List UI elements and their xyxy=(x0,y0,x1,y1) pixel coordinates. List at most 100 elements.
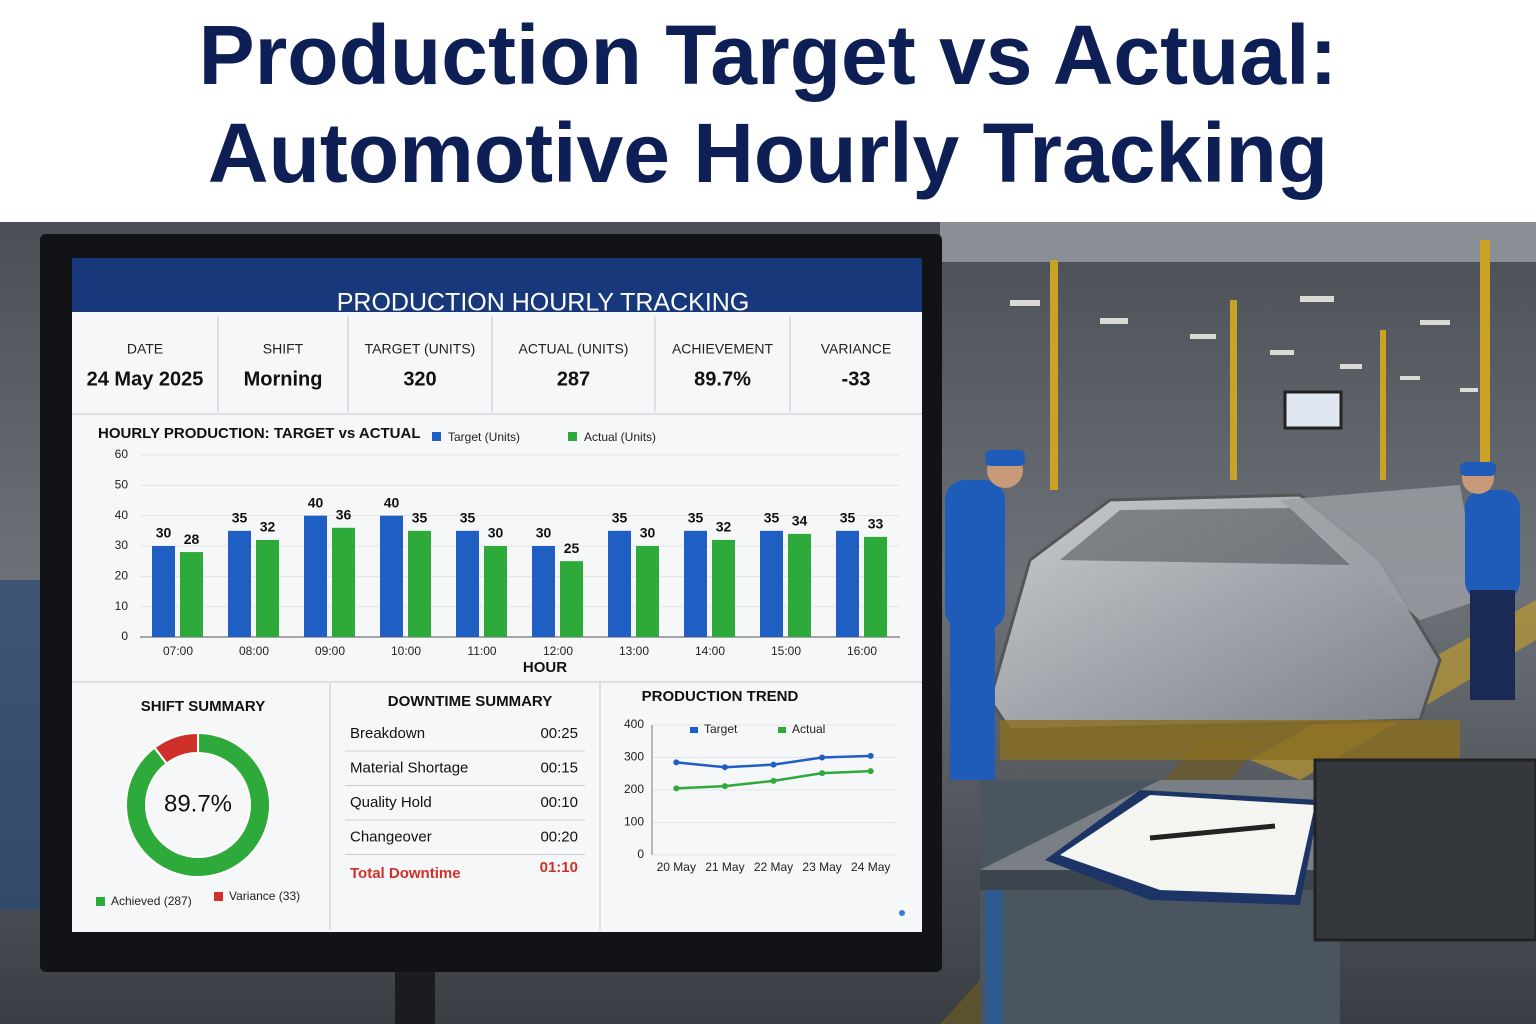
x-tick-label: 07:00 xyxy=(163,644,193,658)
x-tick-label: 10:00 xyxy=(391,644,421,658)
x-axis-label: HOUR xyxy=(523,659,567,676)
legend-swatch xyxy=(214,892,223,901)
legend-label: Variance (33) xyxy=(229,889,300,903)
legend-swatch xyxy=(690,727,698,733)
downtime-total-label: Total Downtime xyxy=(350,865,461,882)
trend-point xyxy=(770,761,777,768)
bar xyxy=(560,561,583,637)
trend-point xyxy=(673,785,680,792)
value-label: 35 xyxy=(412,510,428,526)
value-label: 35 xyxy=(688,510,704,526)
x-tick-label: 23 May xyxy=(802,860,841,874)
bar xyxy=(760,530,783,637)
downtime-reason: Breakdown xyxy=(350,725,425,742)
x-tick-label: 12:00 xyxy=(543,644,573,658)
donut-segment xyxy=(125,731,271,878)
legend-label: Actual (Units) xyxy=(584,430,656,444)
value-label: 35 xyxy=(460,510,476,526)
value-label: 30 xyxy=(536,525,552,541)
value-label: 35 xyxy=(612,510,628,526)
downtime-duration: 00:25 xyxy=(540,725,578,742)
bar xyxy=(152,546,175,637)
value-label: 34 xyxy=(792,513,808,529)
x-tick-label: 13:00 xyxy=(619,644,649,658)
trend-point xyxy=(673,759,680,766)
value-label: 40 xyxy=(308,494,324,510)
kpi-value: 320 xyxy=(403,368,436,390)
y-tick-label: 300 xyxy=(624,750,644,764)
chart-title: PRODUCTION TREND xyxy=(642,688,799,705)
y-tick-label: 10 xyxy=(115,599,129,613)
bar xyxy=(836,530,859,637)
value-label: 30 xyxy=(488,525,504,541)
value-label: 35 xyxy=(232,510,248,526)
bar xyxy=(484,546,507,637)
page-title: Production Target vs Actual: xyxy=(199,8,1338,102)
bar xyxy=(228,530,251,637)
x-tick-label: 22 May xyxy=(754,860,793,874)
bar xyxy=(180,552,203,637)
kpi-label: TARGET (UNITS) xyxy=(365,341,476,357)
panel-dividers xyxy=(72,413,922,930)
downtime-duration: 00:10 xyxy=(540,794,578,811)
bar xyxy=(636,546,659,637)
downtime-title: DOWNTIME SUMMARY xyxy=(388,693,552,710)
x-tick-label: 15:00 xyxy=(771,644,801,658)
bar xyxy=(684,530,707,637)
value-label: 36 xyxy=(336,507,352,523)
legend-swatch xyxy=(568,432,577,441)
value-label: 30 xyxy=(640,525,656,541)
bar xyxy=(304,515,327,637)
y-tick-label: 60 xyxy=(115,447,129,461)
trend-point xyxy=(867,768,874,775)
donut-segment xyxy=(153,731,199,765)
bar xyxy=(608,530,631,637)
kpi-label: ACHIEVEMENT xyxy=(672,341,774,357)
screen-header xyxy=(72,258,922,312)
legend-swatch xyxy=(432,432,441,441)
legend-label: Target (Units) xyxy=(448,430,520,444)
donut-center-label: 89.7% xyxy=(164,790,232,817)
y-tick-label: 0 xyxy=(637,847,644,861)
x-tick-label: 21 May xyxy=(705,860,744,874)
downtime-reason: Material Shortage xyxy=(350,759,468,776)
value-label: 33 xyxy=(868,516,884,532)
kpi-value: 287 xyxy=(557,368,590,390)
bar xyxy=(864,536,887,637)
y-tick-label: 200 xyxy=(624,782,644,796)
legend-label: Target xyxy=(704,722,738,736)
title-band xyxy=(0,0,1536,222)
downtime-reason: Changeover xyxy=(350,828,432,845)
dashboard-title: PRODUCTION HOURLY TRACKING xyxy=(337,289,750,317)
chart-title: HOURLY PRODUCTION: TARGET vs ACTUAL xyxy=(98,425,421,442)
downtime-duration: 00:15 xyxy=(540,759,578,776)
bar xyxy=(256,539,279,637)
trend-point xyxy=(819,754,826,761)
power-led xyxy=(899,910,905,916)
legend-swatch xyxy=(96,897,105,906)
y-tick-label: 30 xyxy=(115,538,129,552)
monitor-stand xyxy=(395,972,435,1024)
trend-point xyxy=(770,777,777,784)
x-tick-label: 20 May xyxy=(657,860,696,874)
value-label: 30 xyxy=(156,525,172,541)
bar xyxy=(380,515,403,637)
value-label: 35 xyxy=(840,510,856,526)
kpi-value: 24 May 2025 xyxy=(87,368,204,390)
y-tick-label: 50 xyxy=(115,478,129,492)
bar xyxy=(788,533,811,637)
value-label: 32 xyxy=(716,519,732,535)
kpi-label: SHIFT xyxy=(263,341,304,357)
downtime-duration: 00:20 xyxy=(540,828,578,845)
kpi-label: ACTUAL (UNITS) xyxy=(519,341,629,357)
downtime-reason: Quality Hold xyxy=(350,794,432,811)
trend-point xyxy=(721,783,728,790)
trend-point xyxy=(867,752,874,759)
value-label: 28 xyxy=(184,531,200,547)
y-tick-label: 40 xyxy=(115,508,129,522)
y-tick-label: 400 xyxy=(624,717,644,731)
x-tick-label: 11:00 xyxy=(467,644,496,658)
x-tick-label: 14:00 xyxy=(695,644,725,658)
